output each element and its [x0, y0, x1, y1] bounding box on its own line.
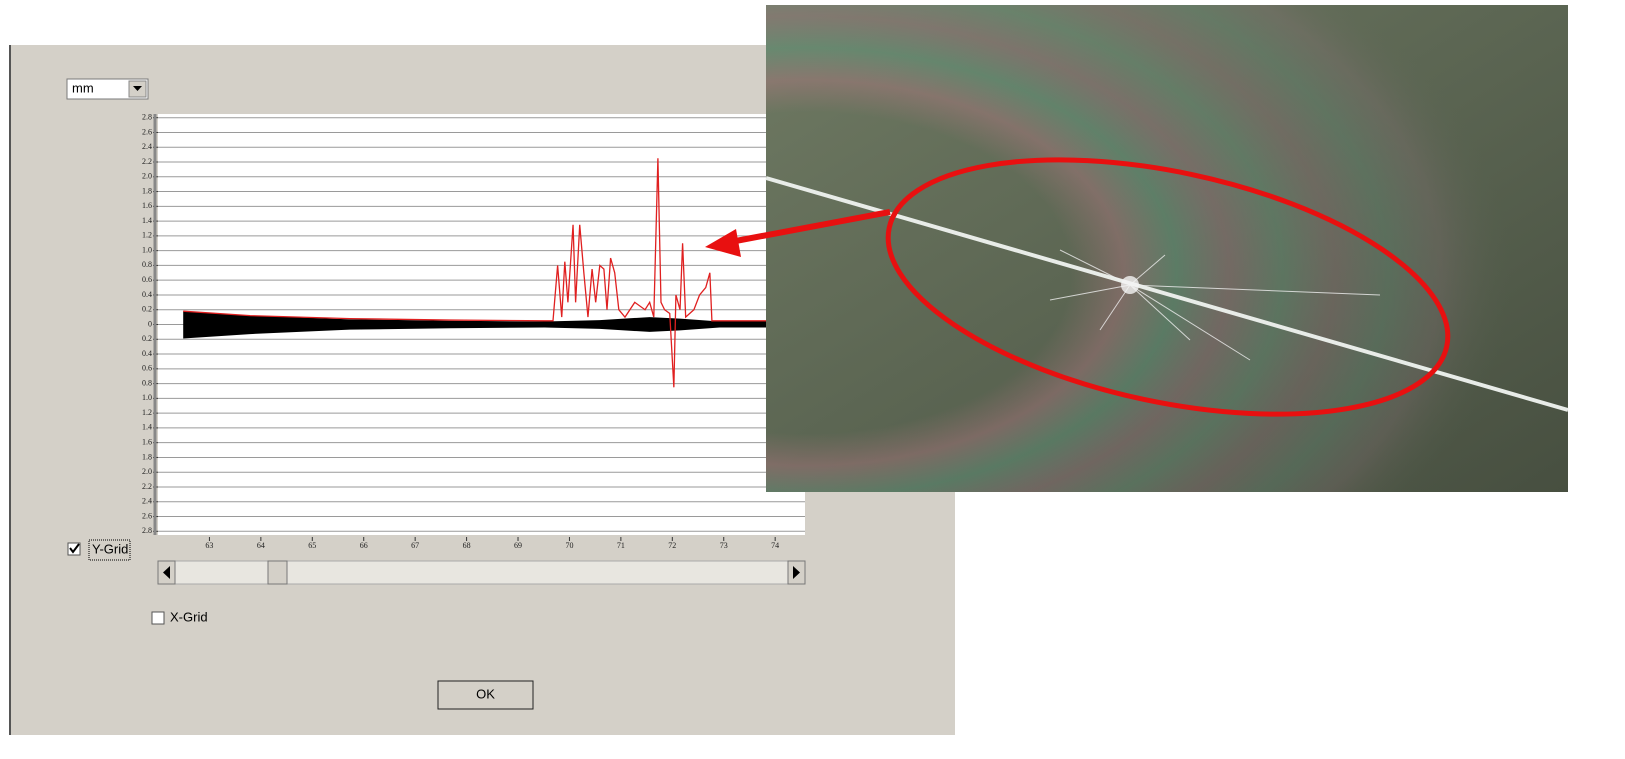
scroll-thumb[interactable] [268, 561, 287, 584]
y-tick-label: 0 [148, 319, 152, 328]
x-tick-label: 70 [565, 541, 573, 550]
y-grid-label: Y-Grid [92, 541, 128, 556]
y-tick-label: 2.2 [142, 482, 152, 491]
y-tick-label: 1.6 [142, 201, 152, 210]
x-tick-label: 67 [411, 541, 419, 550]
y-tick-label: 0.6 [142, 275, 152, 284]
y-tick-label: 2.2 [142, 157, 152, 166]
x-tick-label: 69 [514, 541, 522, 550]
x-tick-label: 66 [360, 541, 368, 550]
y-tick-label: 2.6 [142, 127, 152, 136]
y-tick-label: 2.0 [142, 172, 152, 181]
y-tick-label: 1.0 [142, 245, 152, 254]
y-tick-label: 0.2 [142, 305, 152, 314]
page: mm 2.8 2.6 2.4 2.2 2.0 1.8 1.6 1.4 1.2 1.0 0.8 0.6 0… [0, 0, 1625, 759]
y-tick-label: 1.0 [142, 393, 152, 402]
ok-label: OK [476, 686, 495, 701]
y-tick-label: 2.6 [142, 511, 152, 520]
y-tick-label: 0.8 [142, 378, 152, 387]
y-tick-label: 0.6 [142, 364, 152, 373]
y-tick-label: 0.2 [142, 334, 152, 343]
y-tick-label: 2.4 [142, 497, 152, 506]
y-tick-label: 1.8 [142, 452, 152, 461]
y-tick-label: 2.8 [142, 526, 152, 535]
photo [766, 5, 1568, 492]
x-tick-label: 65 [308, 541, 316, 550]
x-tick-label: 71 [617, 541, 625, 550]
x-tick-label: 73 [720, 541, 728, 550]
y-tick-label: 2.8 [142, 113, 152, 122]
x-tick-label: 72 [668, 541, 676, 550]
y-tick-label: 2.4 [142, 142, 152, 151]
y-tick-label: 1.8 [142, 186, 152, 195]
x-tick-label: 74 [771, 541, 779, 550]
x-tick-label: 68 [463, 541, 471, 550]
y-tick-label: 2.0 [142, 467, 152, 476]
screen: mm 2.8 2.6 2.4 2.2 2.0 1.8 1.6 1.4 1.2 1.0 0.8 0.6 0… [0, 0, 1625, 759]
photo-fringes [766, 5, 1568, 492]
y-tick-label: 1.6 [142, 438, 152, 447]
x-tick-label: 64 [257, 541, 265, 550]
y-tick-label: 1.4 [142, 216, 152, 225]
x-tick-label: 63 [205, 541, 213, 550]
y-tick-label: 1.2 [142, 408, 152, 417]
y-tick-label: 1.4 [142, 423, 152, 432]
y-tick-label: 1.2 [142, 231, 152, 240]
x-grid-label: X-Grid [170, 609, 208, 624]
defect [1121, 276, 1139, 294]
y-tick-label: 0.4 [142, 290, 152, 299]
y-tick-label: 0.8 [142, 260, 152, 269]
unit-text: mm [72, 80, 94, 95]
scrollbar[interactable] [158, 561, 805, 584]
y-tick-label: 0.4 [142, 349, 152, 358]
x-grid-checkbox[interactable] [152, 612, 164, 624]
